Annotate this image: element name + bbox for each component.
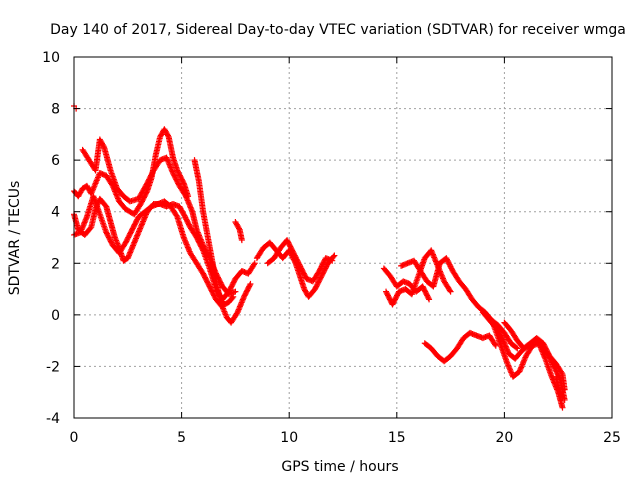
data-point <box>251 260 258 267</box>
x-axis-label: GPS time / hours <box>281 459 398 475</box>
y-tick-label: -2 <box>46 359 60 375</box>
series-track-a <box>71 126 192 218</box>
y-tick-label: 0 <box>51 308 60 324</box>
y-tick-label: 10 <box>42 50 60 66</box>
series-track-i <box>380 265 433 303</box>
data-point <box>446 287 453 294</box>
series-track-p <box>553 373 566 401</box>
data-point <box>513 344 520 351</box>
x-tick-label: 25 <box>603 430 621 446</box>
series-isolated <box>71 102 80 112</box>
y-tick-label: 8 <box>51 102 60 118</box>
data-point <box>180 179 187 186</box>
data-point <box>491 341 498 348</box>
data-point <box>235 225 242 232</box>
axis-ticks: 0 5 10 15 20 25 -4 -2 0 2 4 6 8 10 <box>42 50 621 446</box>
chart-title: Day 140 of 2017, Sidereal Day-to-day VTE… <box>50 22 626 38</box>
data-point <box>233 310 240 317</box>
y-tick-label: 4 <box>51 205 60 221</box>
data-point <box>558 369 565 376</box>
x-tick-label: 0 <box>70 430 79 446</box>
series-track-o <box>501 319 568 393</box>
series-track-c <box>71 193 254 326</box>
y-tick-label: 2 <box>51 256 60 272</box>
data-point <box>561 386 568 393</box>
data-point <box>447 288 454 295</box>
plot-border <box>73 56 613 419</box>
series-track-g <box>253 239 338 300</box>
series-track-l <box>421 329 499 365</box>
y-tick-label: 6 <box>51 153 60 169</box>
data-point <box>425 295 432 302</box>
data-point <box>250 261 257 268</box>
data-point <box>329 257 336 264</box>
data-point <box>330 253 337 260</box>
y-tick-label: -4 <box>46 411 60 427</box>
x-tick-label: 20 <box>495 430 513 446</box>
data-point <box>331 252 338 259</box>
data-point <box>559 404 566 411</box>
data-point <box>514 345 521 352</box>
data-point <box>238 237 245 244</box>
x-tick-label: 15 <box>388 430 406 446</box>
series-track-f <box>232 219 245 244</box>
data-points <box>71 102 568 411</box>
data-point <box>182 191 189 198</box>
x-tick-label: 5 <box>177 430 186 446</box>
series-track-h <box>264 237 336 285</box>
data-point <box>87 225 94 232</box>
data-point <box>492 342 499 349</box>
data-point <box>246 282 253 289</box>
y-axis-label: SDTVAR / TECUs <box>7 181 23 296</box>
data-point <box>164 132 171 139</box>
data-point <box>232 288 239 295</box>
x-tick-label: 10 <box>280 430 298 446</box>
series-track-e <box>191 157 237 308</box>
data-point <box>229 294 236 301</box>
data-point <box>230 293 237 300</box>
data-point <box>173 212 180 219</box>
grid <box>74 57 612 418</box>
data-point <box>426 296 433 303</box>
data-point <box>247 280 254 287</box>
data-point <box>559 394 566 401</box>
data-point <box>100 142 107 149</box>
